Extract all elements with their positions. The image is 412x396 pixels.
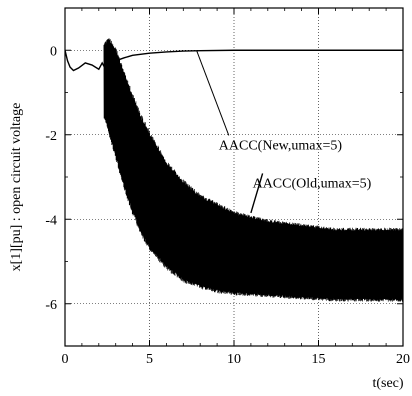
x-tick-label: 20: [396, 352, 410, 367]
y-tick-label: 0: [50, 44, 57, 59]
ticks: 0 5 10 15 20 0 -2 -4 -6: [45, 7, 410, 367]
annotation-leader: [250, 173, 264, 214]
x-axis-label: t(sec): [372, 376, 403, 391]
x-tick-label: 15: [312, 352, 326, 367]
y-axis-label: x[1][pu] : open circuit voltage: [9, 103, 24, 272]
annotations: AACC(New,umax=5) AACC(Old,umax=5): [196, 50, 372, 214]
y-tick-label: -4: [45, 213, 57, 228]
plot-data: [65, 38, 403, 302]
x-tick-label: 10: [227, 352, 241, 367]
series-old-oscillation: [103, 38, 403, 302]
y-tick-label: -6: [45, 298, 57, 313]
x-tick-label: 5: [146, 352, 153, 367]
x-tick-label: 0: [62, 352, 69, 367]
annotation-label: AACC(New,umax=5): [219, 138, 343, 153]
annotation-leader: [196, 50, 230, 136]
annotation-label: AACC(Old,umax=5): [253, 176, 372, 191]
y-tick-label: -2: [45, 129, 57, 144]
